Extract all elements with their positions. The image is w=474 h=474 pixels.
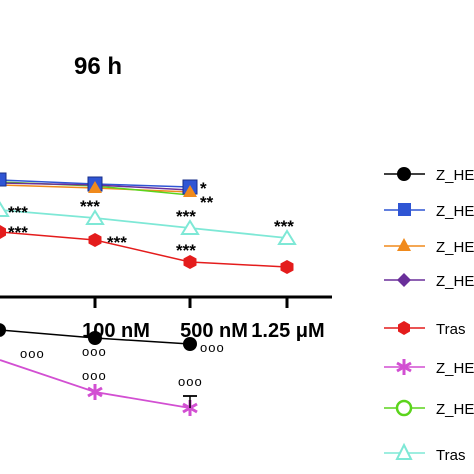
annot-10: ooo bbox=[20, 346, 45, 361]
legend-label-5: Tras bbox=[436, 321, 465, 338]
x-axis: 100 nM 500 nM 1.25 μM bbox=[0, 295, 332, 342]
legend-marker-3 bbox=[397, 238, 411, 251]
legend-label-2: Z_HER2 bbox=[436, 203, 474, 220]
legend-marker-2 bbox=[398, 203, 411, 216]
annot-3: *** bbox=[80, 197, 100, 216]
marker-cyan-2 bbox=[85, 209, 105, 225]
annot-6: *** bbox=[176, 241, 196, 260]
annot-5: *** bbox=[176, 207, 196, 226]
marker-cyan-1 bbox=[0, 201, 10, 217]
annot-9: ** bbox=[200, 193, 214, 212]
legend-label-3: Z_HER2 bbox=[436, 239, 474, 256]
annot-1: *** bbox=[8, 203, 28, 222]
marker-black-2 bbox=[88, 331, 102, 345]
marker-cyan-3 bbox=[180, 219, 200, 235]
marker-red-1 bbox=[0, 225, 6, 239]
legend-label-4: Z_HER2 MB-2 bbox=[436, 273, 474, 290]
x-tick-label-3: 1.25 μM bbox=[251, 320, 324, 342]
annot-13: ooo bbox=[200, 340, 225, 355]
lower-panel: ooo ooo ooo ooo ooo bbox=[0, 323, 225, 416]
marker-red-3 bbox=[183, 255, 197, 269]
annot-8: * bbox=[200, 179, 207, 198]
legend-label-6: Z_HER2 bbox=[436, 360, 474, 377]
upper-panel bbox=[0, 179, 288, 268]
legend: Z_HER2 Z_HER2 Z_HER2 Z_HER2 MB-2 Tras Z_… bbox=[384, 167, 474, 464]
annot-7: *** bbox=[274, 217, 294, 236]
legend-marker-7 bbox=[395, 399, 413, 417]
marker-orange-2 bbox=[88, 181, 102, 193]
x-tick-label-2: 500 nM bbox=[180, 320, 248, 342]
legend-marker-5 bbox=[398, 321, 410, 335]
legend-label-8: Tras bbox=[436, 447, 465, 464]
marker-blue-1 bbox=[0, 172, 7, 187]
annot-11: ooo bbox=[82, 344, 107, 359]
legend-marker-1 bbox=[397, 167, 411, 181]
annot-2: *** bbox=[8, 223, 28, 242]
annot-4: *** bbox=[107, 233, 127, 252]
marker-cyan-4 bbox=[277, 229, 297, 245]
legend-marker-6 bbox=[396, 359, 412, 375]
legend-label-1: Z_HER2 bbox=[436, 167, 474, 184]
chart-title: 96 h bbox=[74, 53, 122, 80]
annot-14: ooo bbox=[178, 374, 203, 389]
upper-markers bbox=[0, 172, 297, 274]
marker-orange-3 bbox=[183, 185, 197, 197]
legend-label-7: Z_HER2 ZR-7 bbox=[436, 401, 474, 418]
marker-magenta-2 bbox=[87, 384, 103, 400]
marker-black-1 bbox=[0, 323, 6, 337]
legend-marker-4 bbox=[397, 273, 411, 287]
marker-black-3 bbox=[183, 337, 197, 351]
marker-red-2 bbox=[88, 233, 102, 247]
series-line-red bbox=[0, 231, 288, 268]
upper-annotations: *** *** *** *** *** *** *** * ** bbox=[8, 179, 294, 260]
annot-12: ooo bbox=[82, 368, 107, 383]
marker-red-4 bbox=[280, 260, 294, 274]
legend-marker-8 bbox=[395, 442, 413, 460]
series-line-cyan bbox=[0, 209, 288, 239]
